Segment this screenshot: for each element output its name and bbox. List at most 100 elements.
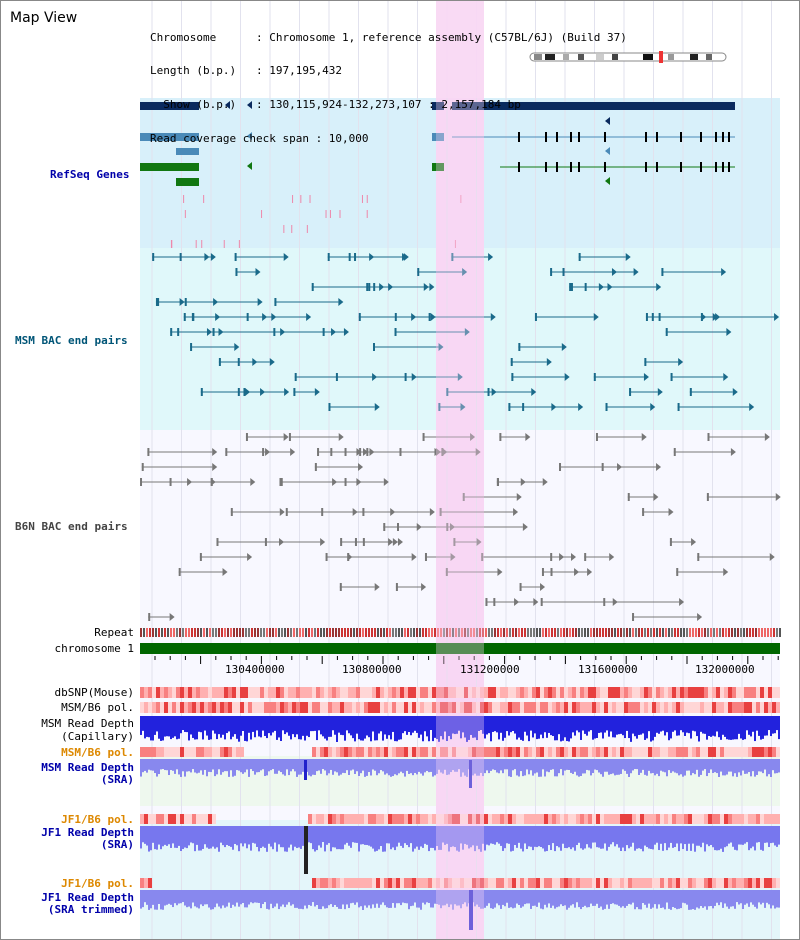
jf1-depth-trim-bar bbox=[524, 890, 526, 905]
jf1-depth-sra-bar bbox=[706, 826, 708, 845]
msm-b6-pol2-strip bbox=[400, 747, 404, 757]
msm-depth-sra-bar bbox=[526, 759, 528, 770]
jf1-depth-trim-bar bbox=[652, 890, 654, 908]
jf1-depth-trim-bar bbox=[682, 890, 684, 903]
jf1-depth-sra-bar bbox=[196, 826, 198, 845]
jf1-depth-sra-bar bbox=[772, 826, 774, 843]
jf1-depth-trim-bar bbox=[144, 890, 146, 903]
jf1-depth-trim-bar bbox=[528, 890, 530, 904]
msm-b6-pol-strip bbox=[512, 702, 516, 713]
repeat-feature bbox=[263, 628, 265, 637]
msm-depth-cap-bar bbox=[428, 716, 430, 742]
jf1-b6-pol2-strip bbox=[432, 878, 436, 888]
msm-bac-pair-end bbox=[658, 313, 661, 321]
msm-bac-pair-end bbox=[457, 373, 463, 381]
repeat-feature bbox=[602, 628, 604, 637]
jf1-depth-sra-bar bbox=[314, 826, 316, 852]
jf1-depth-trim-bar bbox=[732, 890, 734, 907]
jf1-depth-sra-bar bbox=[194, 826, 196, 852]
msm-depth-cap-bar bbox=[250, 716, 252, 740]
jf1-b6-pol-strip bbox=[472, 814, 476, 824]
msm-b6-pol-strip bbox=[568, 702, 572, 713]
jf1-b6-pol2-strip bbox=[508, 878, 512, 888]
msm-depth-sra-bar bbox=[758, 759, 760, 772]
jf1-depth-sra-bar bbox=[422, 826, 424, 848]
msm-depth-sra-bar bbox=[608, 759, 610, 775]
ideogram-band bbox=[706, 54, 712, 60]
msm-depth-cap-bar bbox=[594, 716, 596, 739]
msm-depth-cap-bar bbox=[176, 716, 178, 740]
msm-depth-cap-bar bbox=[662, 716, 664, 731]
msm-depth-cap-bar bbox=[514, 716, 516, 734]
msm-depth-cap-bar bbox=[454, 716, 456, 735]
jf1-b6-pol2-strip bbox=[584, 878, 588, 888]
dbsnp-strip bbox=[328, 687, 332, 698]
msm-bac-pair-end bbox=[328, 403, 331, 411]
jf1-b6-pol2-strip bbox=[556, 878, 560, 888]
msm-depth-cap-bar bbox=[148, 716, 150, 738]
msm-b6-pol-strip bbox=[436, 702, 440, 713]
jf1-depth-trim-bar bbox=[354, 890, 356, 905]
msm-b6-pol2-strip bbox=[212, 747, 216, 757]
jf1-depth-trim-bar bbox=[388, 890, 390, 908]
msm-bac-pair-end bbox=[335, 373, 338, 381]
jf1-depth-sra-bar bbox=[344, 826, 346, 845]
msm-depth-sra-bar bbox=[568, 759, 570, 770]
jf1-b6-pol-strip bbox=[208, 814, 212, 824]
jf1-b6-pol-strip bbox=[764, 814, 768, 824]
msm-depth-sra-bar bbox=[536, 759, 538, 773]
repeat-feature bbox=[278, 628, 280, 637]
msm-depth-cap-bar bbox=[216, 716, 218, 740]
jf1-depth-trim-bar bbox=[628, 890, 630, 904]
msm-depth-cap-bar bbox=[678, 716, 680, 736]
jf1-depth-trim-bar bbox=[702, 890, 704, 908]
jf1-depth-sra-bar bbox=[466, 826, 468, 845]
msm-depth-cap-bar bbox=[326, 716, 328, 741]
msm-b6-pol2-strip bbox=[360, 747, 364, 757]
jf1-depth-sra-bar bbox=[176, 826, 178, 848]
msm-depth-sra-bar bbox=[668, 759, 670, 771]
track-label-jf1-b6-pol: JF1/B6 pol. bbox=[61, 813, 134, 826]
dbsnp-strip bbox=[260, 687, 264, 698]
jf1-depth-sra-bar bbox=[724, 826, 726, 848]
dbsnp-strip bbox=[240, 687, 244, 698]
msm-depth-cap-bar bbox=[754, 716, 756, 742]
msm-depth-cap-bar bbox=[720, 716, 722, 740]
jf1-depth-sra-bar bbox=[678, 826, 680, 852]
msm-depth-sra-bar bbox=[778, 759, 780, 773]
jf1-depth-sra-bar bbox=[746, 826, 748, 843]
msm-b6-pol2-strip bbox=[712, 747, 716, 757]
repeat-feature bbox=[590, 628, 592, 637]
jf1-b6-pol2-strip bbox=[548, 878, 552, 888]
msm-bac-pair-end bbox=[314, 388, 320, 396]
msm-b6-pol2-strip bbox=[660, 747, 664, 757]
jf1-depth-sra-bar bbox=[402, 826, 404, 848]
repeat-feature bbox=[326, 628, 328, 637]
repeat-feature bbox=[176, 628, 178, 637]
jf1-depth-sra-bar bbox=[454, 826, 456, 848]
msm-depth-sra-bar bbox=[722, 759, 724, 776]
msm-depth-sra-bar bbox=[682, 759, 684, 777]
b6n-bac-pair-end bbox=[595, 433, 598, 441]
msm-depth-sra-bar bbox=[696, 759, 698, 770]
jf1-depth-trim-bar bbox=[340, 890, 342, 909]
msm-depth-sra-bar bbox=[342, 759, 344, 773]
msm-depth-sra-bar bbox=[416, 759, 418, 775]
jf1-depth-trim-bar bbox=[396, 890, 398, 904]
msm-b6-pol2-strip bbox=[616, 747, 620, 757]
msm-b6-pol-strip bbox=[560, 702, 564, 713]
jf1-depth-trim-bar bbox=[406, 890, 408, 904]
jf1-depth-trim-bar bbox=[490, 890, 492, 909]
jf1-b6-pol2-strip bbox=[384, 878, 388, 888]
jf1-b6-pol-strip bbox=[192, 814, 196, 824]
jf1-depth-sra-bar bbox=[440, 826, 442, 850]
msm-depth-sra-bar bbox=[764, 759, 766, 770]
msm-depth-sra-bar bbox=[534, 759, 536, 774]
jf1-depth-sra-bar bbox=[426, 826, 428, 845]
msm-b6-pol2-strip bbox=[148, 747, 152, 757]
msm-depth-sra-bar bbox=[182, 759, 184, 772]
msm-depth-cap-bar bbox=[738, 716, 740, 734]
b6n-bac-pair-end bbox=[559, 463, 562, 471]
jf1-b6-pol2-strip bbox=[768, 878, 772, 888]
